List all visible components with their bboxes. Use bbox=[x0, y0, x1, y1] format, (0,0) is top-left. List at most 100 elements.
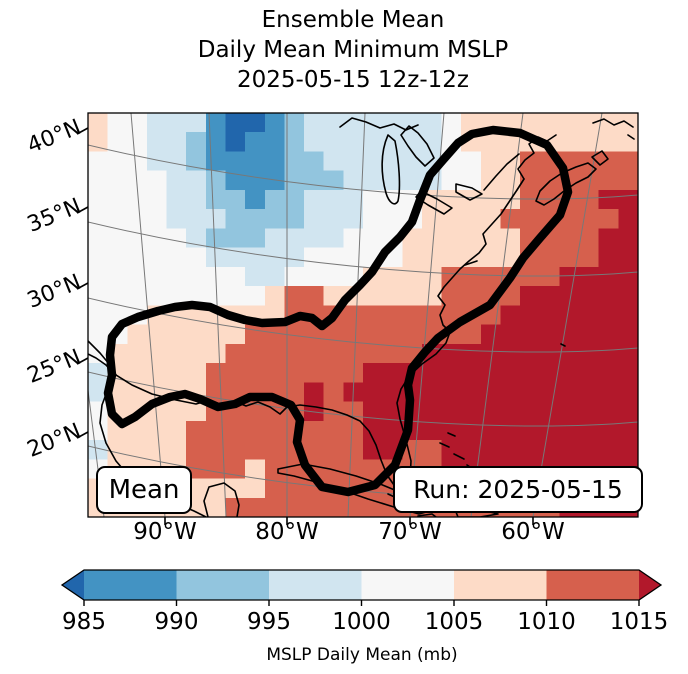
mslp-cell bbox=[618, 324, 638, 345]
mslp-cell bbox=[304, 228, 325, 249]
mslp-cell bbox=[480, 247, 502, 268]
mslp-cell bbox=[186, 170, 207, 191]
mslp-cell bbox=[343, 189, 364, 210]
mslp-cell bbox=[363, 343, 384, 364]
mslp-cell bbox=[579, 132, 600, 153]
mslp-cell bbox=[461, 363, 482, 383]
mslp-cell bbox=[146, 132, 168, 153]
mslp-cell bbox=[264, 247, 286, 268]
mslp-cell bbox=[323, 247, 344, 268]
coastline-yucatan bbox=[203, 482, 240, 517]
colorbar-segment bbox=[361, 570, 455, 600]
mslp-cell bbox=[186, 363, 207, 383]
mslp-cell bbox=[205, 209, 227, 230]
mslp-cell bbox=[205, 324, 227, 345]
mslp-cell bbox=[579, 305, 600, 326]
mslp-cell bbox=[205, 497, 227, 517]
mslp-cell bbox=[579, 170, 600, 191]
mslp-cell bbox=[166, 228, 187, 249]
mslp-cell bbox=[461, 170, 482, 191]
mslp-cell bbox=[559, 324, 580, 345]
mslp-cell bbox=[205, 247, 227, 268]
mslp-cell bbox=[480, 189, 502, 210]
mslp-cell bbox=[323, 266, 344, 287]
mslp-cell bbox=[264, 363, 286, 383]
mslp-cell bbox=[166, 209, 187, 230]
mslp-cell bbox=[166, 401, 187, 422]
mslp-cell bbox=[559, 343, 580, 364]
lake-michigan bbox=[381, 134, 401, 205]
mslp-cell bbox=[382, 170, 403, 191]
x-tick-label: 90°W bbox=[133, 519, 197, 545]
mslp-cell bbox=[441, 247, 462, 268]
mslp-cell bbox=[284, 209, 305, 230]
mslp-cell bbox=[480, 324, 502, 345]
mslp-cell bbox=[618, 363, 638, 383]
mslp-cell bbox=[146, 363, 168, 383]
mslp-cell bbox=[579, 363, 600, 383]
mslp-cell bbox=[88, 170, 109, 191]
mslp-cell bbox=[88, 209, 109, 230]
parallel-gridline bbox=[88, 144, 638, 200]
mslp-cell bbox=[88, 382, 109, 403]
mslp-cell bbox=[461, 420, 482, 441]
mslp-cell bbox=[480, 401, 502, 422]
mslp-cell bbox=[441, 209, 462, 230]
mslp-cell bbox=[205, 343, 227, 364]
map-frame bbox=[87, 112, 639, 518]
mslp-cell bbox=[166, 266, 187, 287]
mslp-cell bbox=[598, 401, 619, 422]
mslp-cell bbox=[166, 286, 187, 306]
mslp-cell bbox=[382, 189, 403, 210]
mslp-cell bbox=[186, 113, 207, 133]
mslp-cell bbox=[166, 324, 187, 345]
mslp-cell bbox=[205, 170, 227, 191]
mslp-cell bbox=[107, 170, 128, 191]
mslp-cell bbox=[127, 209, 148, 230]
mslp-cell bbox=[146, 113, 168, 133]
mslp-cell bbox=[402, 266, 423, 287]
mslp-cell bbox=[107, 113, 128, 133]
mslp-cell bbox=[559, 247, 580, 268]
mslp-cell bbox=[205, 286, 227, 306]
mslp-cell bbox=[245, 266, 266, 287]
mslp-cell bbox=[284, 189, 305, 210]
mslp-cell bbox=[343, 420, 364, 441]
mslp-cell bbox=[480, 343, 502, 364]
mslp-cell bbox=[461, 440, 482, 460]
colorbar-title: MSLP Daily Mean (mb) bbox=[266, 645, 458, 665]
mslp-cell bbox=[88, 324, 109, 345]
mslp-cell bbox=[559, 382, 580, 403]
mslp-cell bbox=[461, 324, 482, 345]
mslp-cell bbox=[205, 440, 227, 460]
mslp-cell bbox=[127, 324, 148, 345]
mslp-cell bbox=[520, 209, 541, 230]
mslp-cell bbox=[264, 497, 286, 517]
colorbar-segment bbox=[546, 570, 640, 600]
mslp-cell bbox=[539, 113, 561, 133]
mslp-cell bbox=[323, 151, 344, 172]
mslp-cell bbox=[598, 209, 619, 230]
mslp-cell bbox=[343, 132, 364, 153]
mslp-cell bbox=[559, 286, 580, 306]
mslp-cell bbox=[88, 401, 109, 422]
mslp-cell bbox=[107, 151, 128, 172]
mslp-cell bbox=[304, 132, 325, 153]
mslp-cell bbox=[500, 305, 521, 326]
mslp-cell bbox=[421, 286, 443, 306]
mslp-cell bbox=[461, 209, 482, 230]
mslp-cell bbox=[284, 113, 305, 133]
mslp-cell bbox=[520, 440, 541, 460]
mslp-cell bbox=[205, 132, 227, 153]
mslp-cell bbox=[127, 382, 148, 403]
mslp-cell bbox=[127, 189, 148, 210]
mslp-cell bbox=[245, 151, 266, 172]
mslp-cell bbox=[480, 440, 502, 460]
mslp-cell bbox=[107, 209, 128, 230]
mslp-cell bbox=[598, 266, 619, 287]
mslp-cell bbox=[88, 132, 109, 153]
title-line-3: 2025-05-15 12z-12z bbox=[237, 67, 469, 93]
mslp-cell bbox=[127, 151, 148, 172]
mslp-cell bbox=[146, 420, 168, 441]
mslp-cell bbox=[363, 151, 384, 172]
